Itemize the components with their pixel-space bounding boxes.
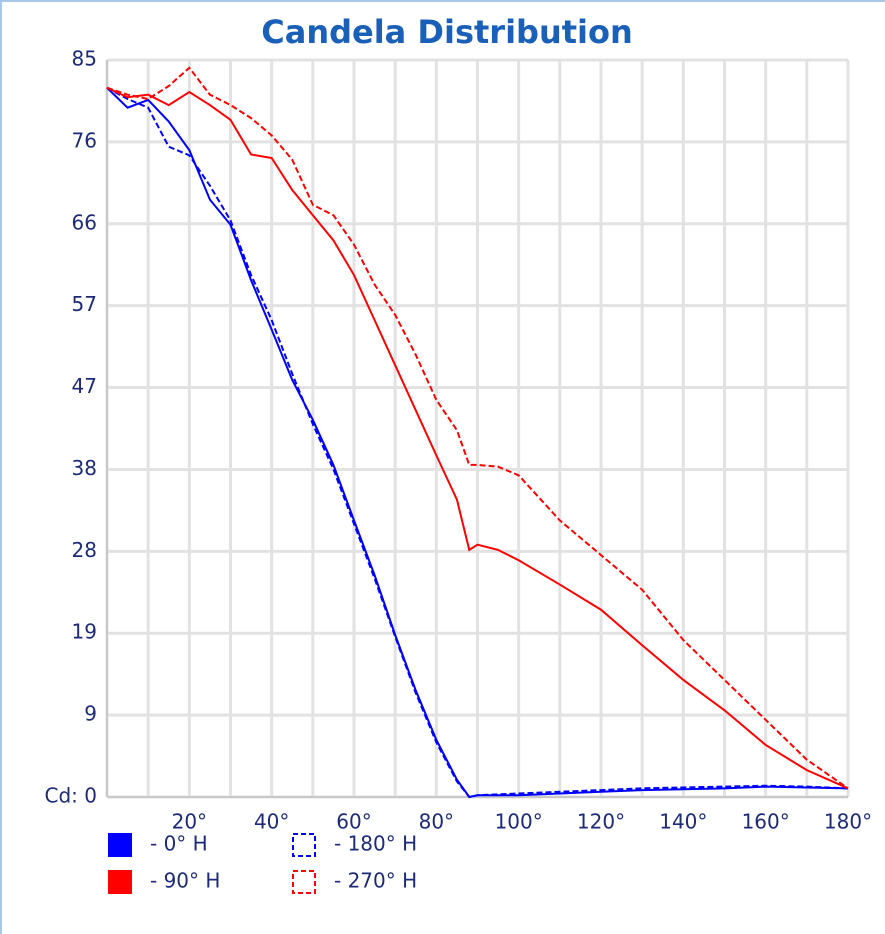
y-tick-label: 9 — [84, 702, 97, 726]
y-tick-label: 76 — [72, 128, 97, 152]
series-line — [106, 86, 849, 799]
y-tick-label: 85 — [72, 47, 97, 71]
x-tick-label: 120° — [577, 810, 625, 834]
y-tick-label: Cd: 0 — [45, 784, 97, 808]
x-tick-label: 100° — [495, 810, 543, 834]
y-tick-label: 66 — [72, 210, 97, 234]
x-tick-label: 160° — [742, 810, 790, 834]
x-tick-label: 180° — [824, 810, 872, 834]
x-tick-label: 140° — [659, 810, 707, 834]
legend-label: - 0° H — [150, 832, 208, 856]
legend-swatch — [292, 833, 316, 857]
series-line — [106, 66, 849, 790]
x-tick-label: 20° — [172, 810, 207, 834]
x-tick-label: 60° — [336, 810, 371, 834]
y-tick-label: 19 — [72, 620, 97, 644]
y-tick-label: 38 — [72, 456, 97, 480]
series-line — [106, 87, 849, 799]
series-line — [106, 86, 849, 790]
legend-label: - 180° H — [334, 832, 417, 856]
legend-swatch — [108, 833, 132, 857]
legend-label: - 270° H — [334, 869, 417, 893]
y-tick-label: 57 — [72, 292, 97, 316]
x-tick-label: 40° — [254, 810, 289, 834]
legend-label: - 90° H — [150, 869, 220, 893]
x-tick-label: 80° — [419, 810, 454, 834]
legend-swatch — [108, 870, 132, 894]
chart-title: Candela Distribution — [261, 13, 633, 51]
y-tick-label: 47 — [72, 374, 97, 398]
y-tick-label: 28 — [72, 538, 97, 562]
legend-swatch — [292, 870, 316, 894]
